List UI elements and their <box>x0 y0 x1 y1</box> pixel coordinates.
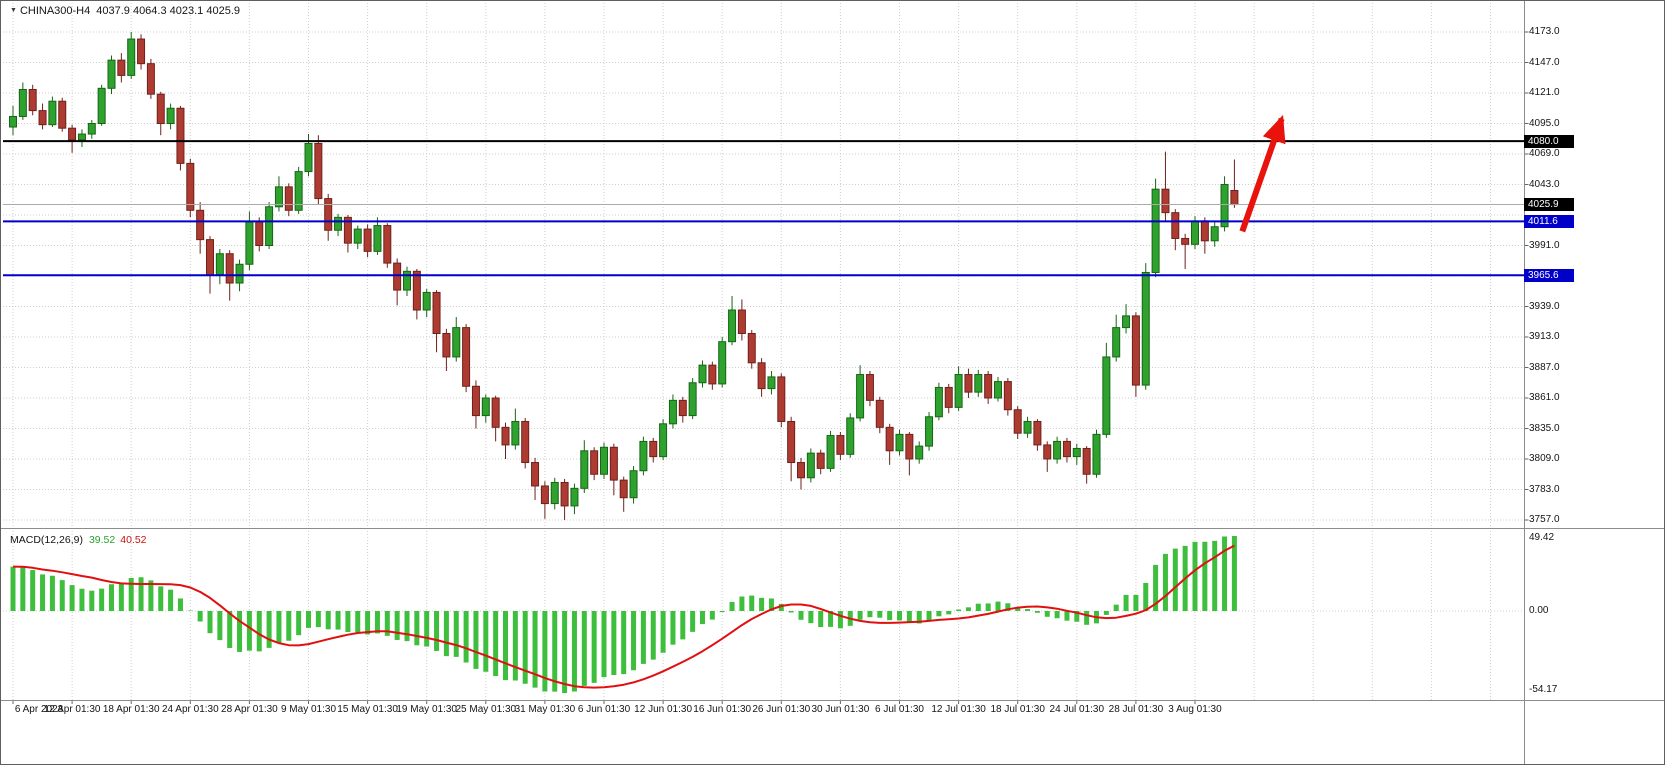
macd-tick-label: 0.00 <box>1529 605 1549 616</box>
time-tick-label: 12 Apr 01:30 <box>43 704 101 715</box>
macd-axis[interactable]: 49.42 0.00 -54.17 <box>1526 1 1664 764</box>
time-tick-label: 9 May 01:30 <box>280 704 337 715</box>
time-tick-label: 31 May 01:30 <box>514 704 576 715</box>
time-tick-label: 16 Jun 01:30 <box>693 704 752 715</box>
price-tick-label: 4173.0 <box>1529 26 1560 37</box>
time-tick-label: 6 Apr 2023 <box>14 704 64 715</box>
macd-tick-label: -54.17 <box>1529 684 1558 695</box>
price-tick-label: 3887.0 <box>1529 361 1560 373</box>
time-tick-label: 18 Jul 01:30 <box>990 704 1045 715</box>
price-tick-label: 3939.0 <box>1529 300 1560 312</box>
price-tick-label: 3913.0 <box>1529 331 1560 342</box>
bid-price-badge: 4025.9 <box>1524 198 1574 212</box>
macd-signal-value: 40.52 <box>120 534 147 546</box>
price-tick-label: 4147.0 <box>1529 56 1560 68</box>
price-tick-label: 3835.0 <box>1529 422 1560 434</box>
time-tick-label: 6 Jul 01:30 <box>875 704 924 715</box>
price-tick-label: 3809.0 <box>1529 453 1560 464</box>
price-tick-label: 3757.0 <box>1529 514 1560 525</box>
hline-price-badge: 4080.0 <box>1524 134 1574 148</box>
time-tick-label: 12 Jul 01:30 <box>931 704 986 715</box>
time-tick-label: 19 May 01:30 <box>396 704 457 715</box>
time-tick-label: 6 Jun 01:30 <box>577 704 631 715</box>
time-tick-label: 30 Jun 01:30 <box>811 704 870 715</box>
macd-indicator-label: MACD(12,26,9) 39.52 40.52 <box>10 534 147 546</box>
trend-arrow[interactable] <box>1239 114 1286 233</box>
time-tick-label: 3 Aug 01:30 <box>1168 704 1222 715</box>
price-tick-label: 4121.0 <box>1529 87 1560 98</box>
price-tick-label: 3991.0 <box>1529 239 1560 251</box>
symbol-ohlc-values: 4037.9 4064.3 4023.1 4025.9 <box>96 5 240 17</box>
macd-name: MACD(12,26,9) <box>10 534 83 546</box>
time-tick-label: 28 Apr 01:30 <box>221 704 278 715</box>
symbol-ohlc-label: ▼ CHINA300-H4 4037.9 4064.3 4023.1 4025.9 <box>10 5 240 17</box>
symbol-name: CHINA300-H4 <box>19 5 91 17</box>
price-tick-label: 3861.0 <box>1529 392 1560 403</box>
price-axis[interactable]: 4173.0 4147.0 4121.0 4095.0 4069.0 4043.0 3991… <box>1524 1 1664 764</box>
symbol-marker-icon: ▼ <box>10 7 17 14</box>
price-tick-label: 4043.0 <box>1529 178 1560 190</box>
time-axis[interactable]: 6 Apr 2023 12 Apr 01:30 18 Apr 01:30 24 Apr… <box>1 701 1524 721</box>
time-tick-label: 15 May 01:30 <box>337 704 398 715</box>
time-tick-label: 28 Jul 01:30 <box>1108 704 1164 715</box>
macd-layer <box>10 536 1237 693</box>
macd-main-value: 39.52 <box>88 534 116 546</box>
price-tick-label: 3783.0 <box>1529 483 1560 495</box>
candles-layer <box>9 32 1239 520</box>
time-tick-label: 24 Apr 01:30 <box>161 704 219 715</box>
time-tick-label: 24 Jul 01:30 <box>1049 704 1105 715</box>
price-tick-label: 4095.0 <box>1529 117 1560 129</box>
annotations-layer[interactable] <box>1239 114 1286 233</box>
grid-layer <box>3 3 1524 700</box>
hline-price-badge: 3965.6 <box>1524 268 1574 282</box>
time-tick-label: 25 May 01:30 <box>455 704 517 715</box>
hline-price-badge: 4011.6 <box>1524 214 1574 228</box>
time-tick-label: 18 Apr 01:30 <box>102 704 160 715</box>
price-tick-label: 4069.0 <box>1529 148 1560 159</box>
time-tick-label: 12 Jun 01:30 <box>634 704 692 715</box>
macd-tick-label: 49.42 <box>1529 532 1555 543</box>
time-tick-label: 26 Jun 01:30 <box>752 704 811 715</box>
